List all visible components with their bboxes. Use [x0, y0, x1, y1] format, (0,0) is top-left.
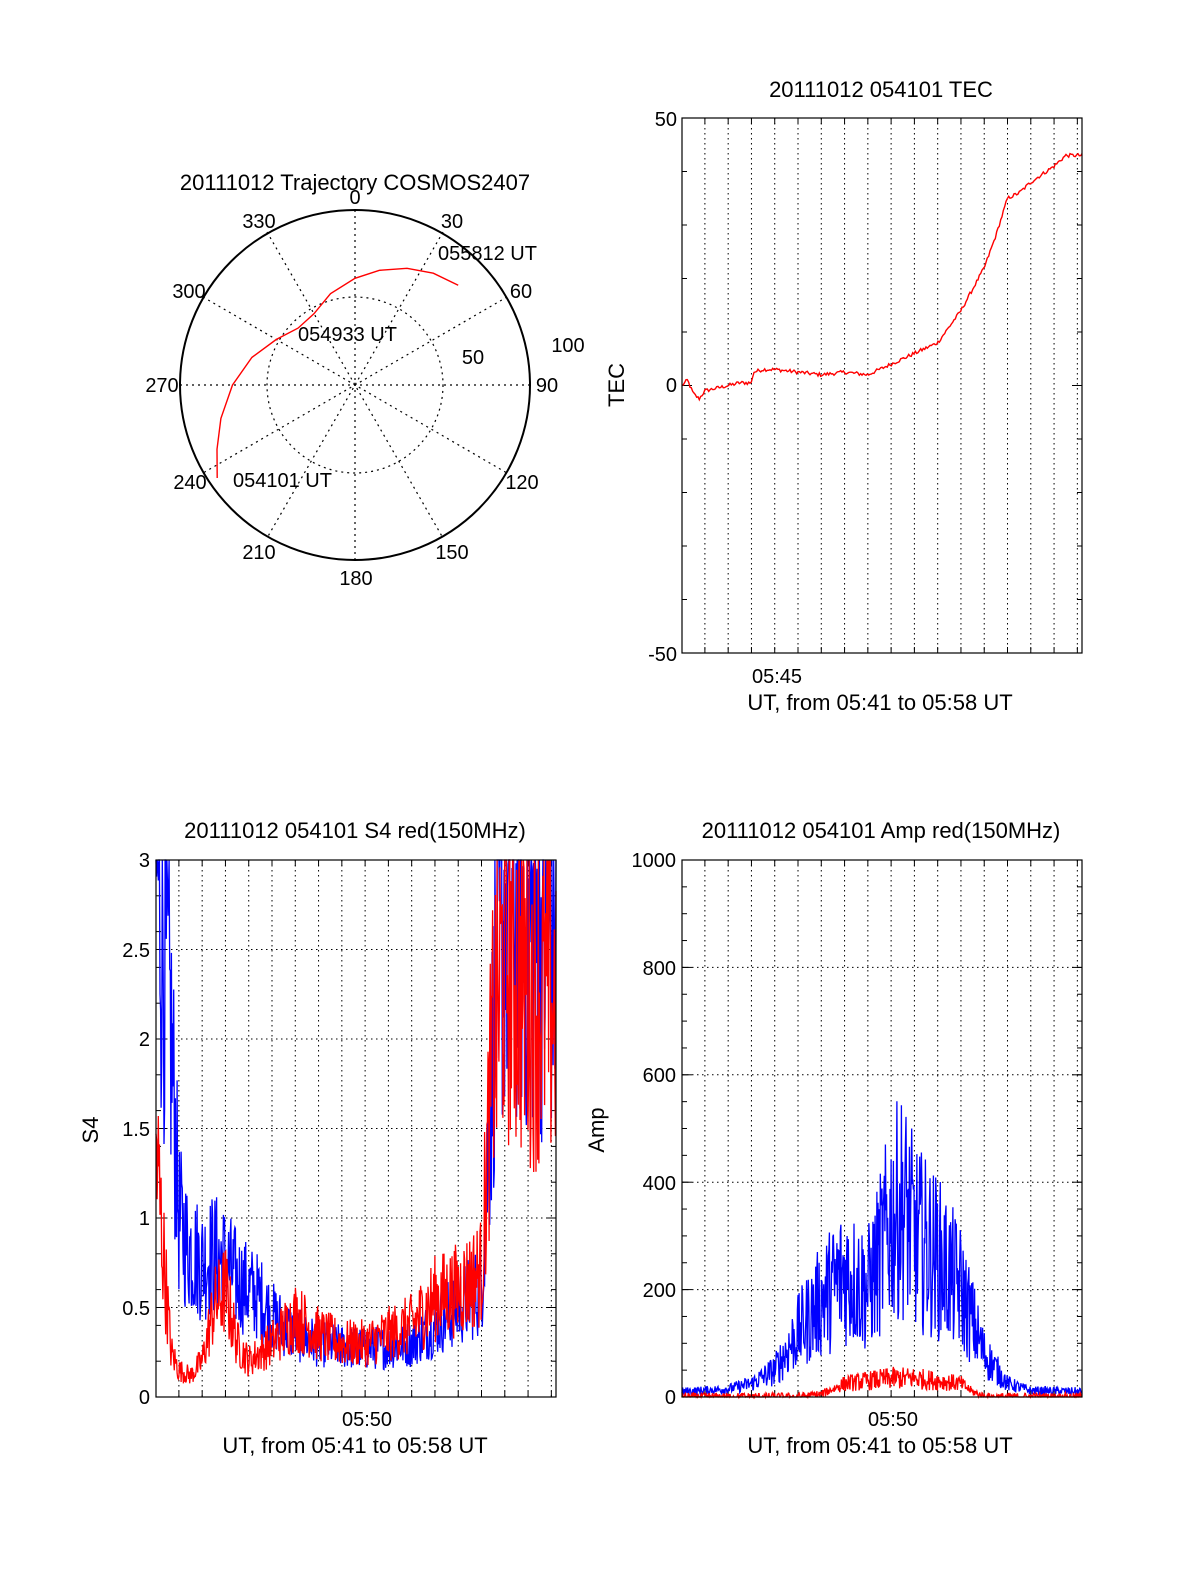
tec-panel: 20111012 054101 TEC 50 0 -50 05:45 UT, f… [604, 77, 1083, 715]
amp-xtick-0550: 05:50 [868, 1409, 918, 1431]
s4-ytick-1.5: 1.5 [122, 1119, 150, 1141]
s4-ylabel: S4 [78, 1117, 103, 1144]
amp-xlabel: UT, from 05:41 to 05:58 UT [747, 1433, 1012, 1458]
s4-axes-frame [155, 859, 557, 1398]
s4-xlabel: UT, from 05:41 to 05:58 UT [222, 1433, 487, 1458]
az-label-270: 270 [145, 375, 178, 397]
annot-mid: 054933 UT [298, 324, 397, 346]
amp-ylabel: Amp [584, 1107, 609, 1152]
s4-ytick-2: 2 [139, 1029, 150, 1051]
az-label-30: 30 [441, 211, 463, 233]
az-label-90: 90 [536, 375, 558, 397]
amp-axes-frame [681, 859, 1083, 1398]
annot-end: 055812 UT [438, 243, 537, 265]
polar-grid [180, 210, 530, 560]
polar-title: 20111012 Trajectory COSMOS2407 [180, 170, 530, 195]
amp-grid [682, 860, 1082, 1397]
annot-start: 054101 UT [233, 470, 332, 492]
az-label-330: 330 [242, 211, 275, 233]
spoke-330-150 [266, 231, 444, 539]
amp-ytick-600: 600 [643, 1065, 676, 1087]
tec-title: 20111012 054101 TEC [769, 77, 993, 102]
tec-xtick-0545: 05:45 [752, 666, 802, 688]
s4-ytick-0: 0 [139, 1387, 150, 1409]
amp-ytick-0: 0 [665, 1387, 676, 1409]
tec-ytick-0: 0 [666, 375, 677, 397]
amp-title: 20111012 054101 Amp red(150MHz) [702, 818, 1061, 843]
tec-xlabel: UT, from 05:41 to 05:58 UT [747, 690, 1012, 715]
s4-red-series-line [155, 859, 557, 1384]
s4-ytick-2.5: 2.5 [122, 940, 150, 962]
amp-blue-series-line [681, 1101, 1083, 1398]
az-label-0: 0 [349, 187, 360, 209]
amp-panel: 20111012 054101 Amp red(150MHz) 0 200 40… [584, 818, 1083, 1458]
radial-label-100: 100 [551, 335, 584, 357]
amp-minor-ticks [682, 859, 1082, 1398]
spoke-30-210 [266, 231, 444, 539]
s4-xtick-0550: 05:50 [342, 1409, 392, 1431]
tec-ytick-50: 50 [655, 109, 677, 131]
az-label-300: 300 [172, 281, 205, 303]
s4-ytick-3: 3 [139, 850, 150, 872]
polar-panel: 20111012 Trajectory COSMOS2407 0 30 60 9… [145, 170, 584, 590]
trajectory-line [216, 267, 459, 479]
az-label-120: 120 [505, 472, 538, 494]
az-label-60: 60 [510, 281, 532, 303]
s4-title: 20111012 054101 S4 red(150MHz) [184, 818, 526, 843]
amp-ytick-200: 200 [643, 1280, 676, 1302]
az-label-210: 210 [242, 542, 275, 564]
s4-ytick-1: 1 [139, 1208, 150, 1230]
tec-ytick-neg50: -50 [648, 644, 677, 666]
amp-ytick-400: 400 [643, 1173, 676, 1195]
amp-red-series-line [681, 1366, 1083, 1400]
tec-ylabel: TEC [604, 363, 629, 407]
tec-axes-frame [681, 117, 1083, 654]
tec-grid [704, 118, 1078, 653]
s4-grid [156, 860, 556, 1397]
az-label-150: 150 [435, 542, 468, 564]
radial-label-50: 50 [462, 347, 484, 369]
s4-panel: 20111012 054101 S4 red(150MHz) 0 0.5 1 1… [78, 818, 557, 1458]
az-label-180: 180 [339, 568, 372, 590]
polar-outer-ring [179, 209, 531, 561]
amp-ytick-800: 800 [643, 958, 676, 980]
tec-series-line [682, 152, 1083, 402]
amp-ytick-1000: 1000 [632, 850, 677, 872]
s4-ytick-0.5: 0.5 [122, 1298, 150, 1320]
polar-ring-50 [266, 296, 444, 474]
az-label-240: 240 [173, 472, 206, 494]
tec-minor-ticks [682, 117, 1082, 654]
